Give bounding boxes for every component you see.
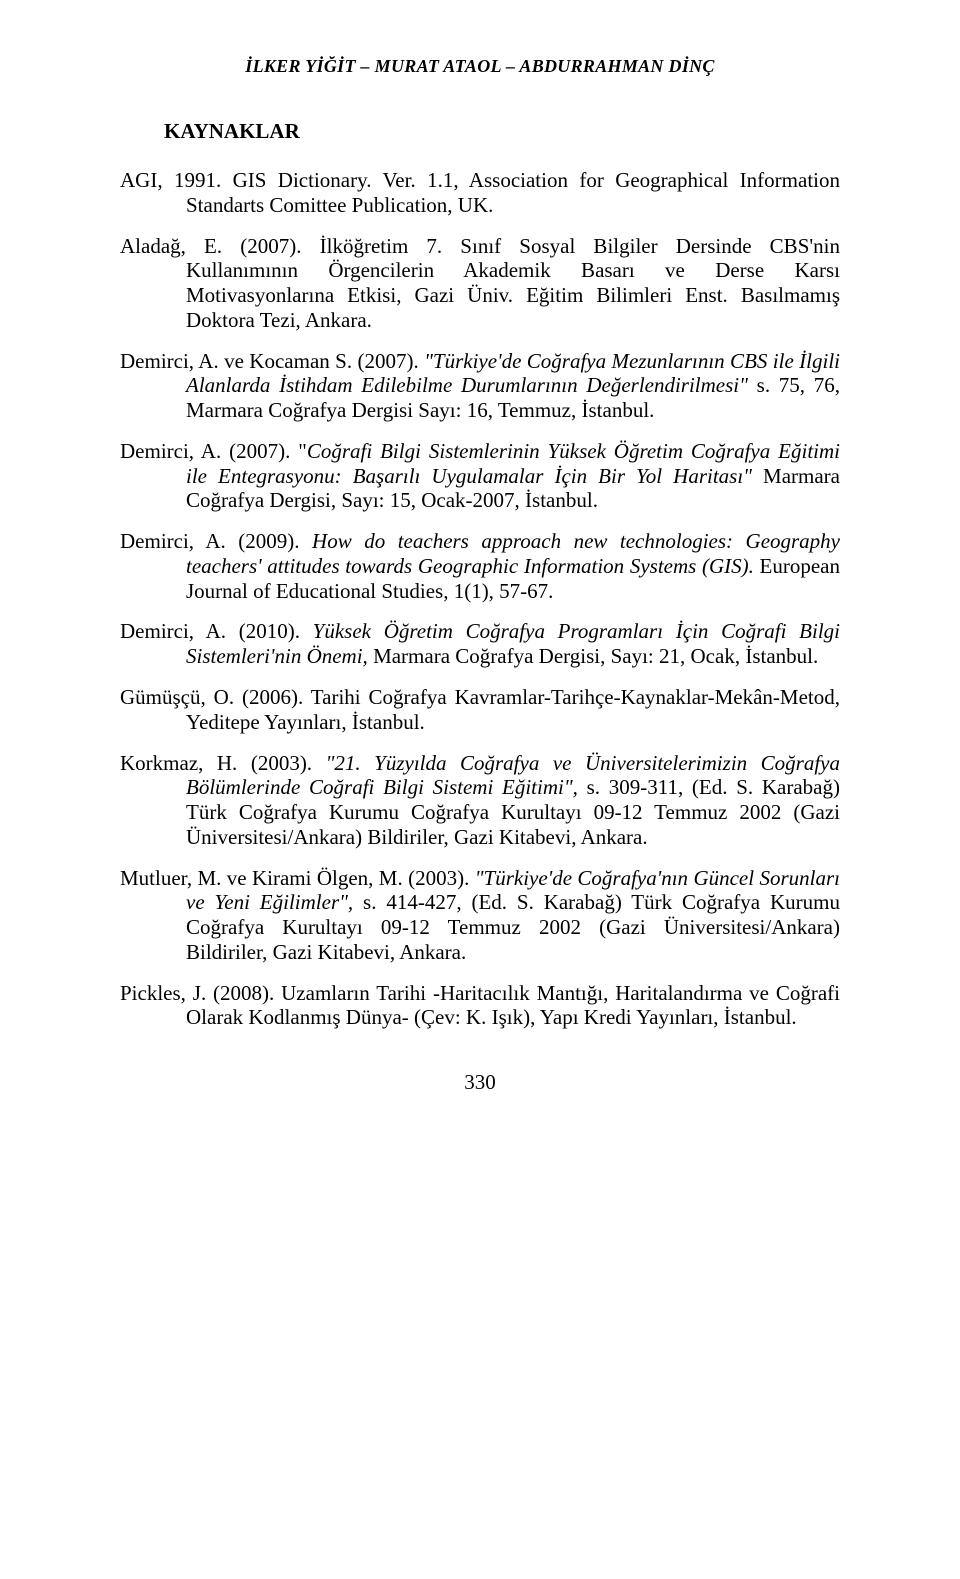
reference-item: Demirci, A. (2007). "Coğrafi Bilgi Siste… bbox=[120, 439, 840, 513]
reference-prefix: Mutluer, M. ve Kirami Ölgen, M. (2003). bbox=[120, 866, 475, 890]
reference-prefix: Demirci, A. (2010). bbox=[120, 619, 313, 643]
reference-item: Demirci, A. (2010). Yüksek Öğretim Coğra… bbox=[120, 619, 840, 669]
reference-prefix: Demirci, A. ve Kocaman S. (2007). bbox=[120, 349, 424, 373]
reference-item: Demirci, A. ve Kocaman S. (2007). "Türki… bbox=[120, 349, 840, 423]
reference-item: Pickles, J. (2008). Uzamların Tarihi -Ha… bbox=[120, 981, 840, 1031]
reference-prefix: Gümüşçü, O. (2006). Tarihi Coğrafya Kavr… bbox=[120, 685, 840, 734]
reference-item: Mutluer, M. ve Kirami Ölgen, M. (2003). … bbox=[120, 866, 840, 965]
reference-list: AGI, 1991. GIS Dictionary. Ver. 1.1, Ass… bbox=[120, 168, 840, 1030]
reference-prefix: Korkmaz, H. (2003). bbox=[120, 751, 326, 775]
reference-prefix: Pickles, J. (2008). Uzamların Tarihi -Ha… bbox=[120, 981, 840, 1030]
reference-prefix: Demirci, A. (2007). " bbox=[120, 439, 307, 463]
reference-prefix: Aladağ, E. (2007). İlköğretim 7. Sınıf S… bbox=[120, 234, 840, 332]
reference-prefix: Demirci, A. (2009). bbox=[120, 529, 312, 553]
page-header-authors: İLKER YİĞİT – MURAT ATAOL – ABDURRAHMAN … bbox=[120, 56, 840, 77]
reference-item: AGI, 1991. GIS Dictionary. Ver. 1.1, Ass… bbox=[120, 168, 840, 218]
page-number: 330 bbox=[120, 1070, 840, 1095]
reference-item: Aladağ, E. (2007). İlköğretim 7. Sınıf S… bbox=[120, 234, 840, 333]
reference-prefix: AGI, 1991. GIS Dictionary. Ver. 1.1, Ass… bbox=[120, 168, 840, 217]
reference-item: Gümüşçü, O. (2006). Tarihi Coğrafya Kavr… bbox=[120, 685, 840, 735]
section-title: KAYNAKLAR bbox=[164, 119, 840, 144]
reference-suffix: Marmara Coğrafya Dergisi, Sayı: 21, Ocak… bbox=[368, 644, 818, 668]
reference-item: Demirci, A. (2009). How do teachers appr… bbox=[120, 529, 840, 603]
reference-item: Korkmaz, H. (2003). "21. Yüzyılda Coğraf… bbox=[120, 751, 840, 850]
